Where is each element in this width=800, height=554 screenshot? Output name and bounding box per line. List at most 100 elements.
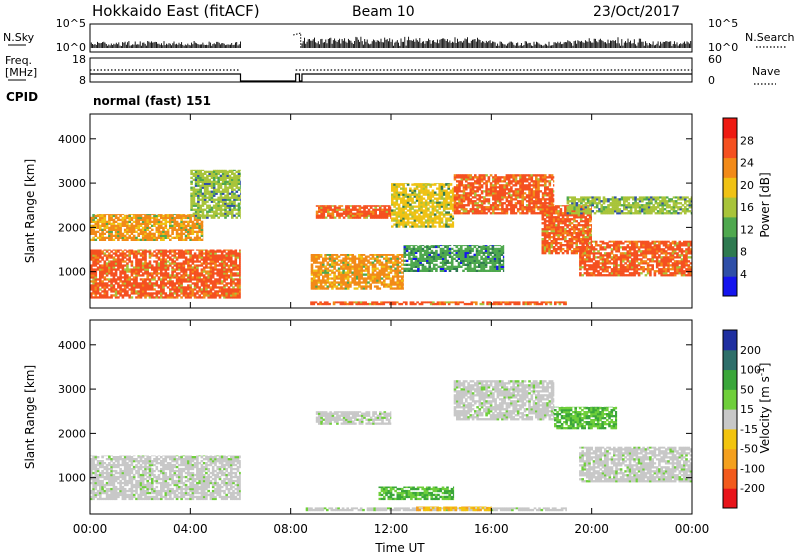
heatmap-cell	[203, 172, 207, 175]
heatmap-cell	[561, 214, 565, 217]
heatmap-cell	[420, 211, 423, 214]
heatmap-cell	[200, 262, 204, 265]
heatmap-cell	[337, 269, 341, 272]
heatmap-cell	[579, 258, 582, 261]
heatmap-cell	[200, 254, 204, 257]
heatmap-cell	[141, 292, 145, 295]
heatmap-cell	[94, 216, 98, 220]
heatmap-cell	[393, 183, 396, 186]
heatmap-cell	[541, 212, 545, 215]
heatmap-cell	[393, 185, 396, 188]
heatmap-cell	[151, 288, 154, 291]
heatmap-cell	[151, 220, 154, 223]
heatmap-cell	[355, 271, 359, 274]
heatmap-cell	[353, 263, 357, 266]
heatmap-cell	[230, 250, 233, 253]
heatmap-cell	[171, 260, 174, 263]
heatmap-cell	[371, 261, 375, 264]
heatmap-cell	[317, 285, 321, 288]
heatmap-cell	[379, 205, 382, 207]
heatmap-cell	[411, 205, 414, 208]
heatmap-cell	[144, 272, 147, 275]
heatmap-cell	[345, 214, 348, 217]
heatmap-cell	[387, 277, 391, 280]
heatmap-cell	[200, 226, 204, 229]
heatmap-cell	[110, 234, 113, 237]
heatmap-cell	[543, 224, 547, 227]
heatmap-cell	[523, 176, 527, 179]
heatmap-cell	[385, 255, 388, 258]
heatmap-cell	[543, 252, 547, 255]
heatmap-cell	[217, 204, 220, 207]
heatmap-cell	[101, 280, 104, 283]
heatmap-cell	[353, 267, 357, 270]
heatmap-cell	[226, 192, 230, 195]
heatmap-cell	[376, 273, 379, 276]
heatmap-cell	[485, 174, 488, 177]
heatmap-cell	[101, 290, 104, 293]
heatmap-cell	[402, 211, 405, 214]
heatmap-cell	[126, 266, 129, 269]
heatmap-cell	[121, 252, 125, 255]
heatmap-cell	[240, 169, 241, 171]
heatmap-cell	[162, 290, 165, 293]
heatmap-cell	[180, 270, 183, 273]
heatmap-cell	[171, 216, 174, 220]
heatmap-cell	[555, 252, 558, 255]
heatmap-cell	[101, 282, 104, 285]
heatmap-cell	[320, 208, 323, 211]
heatmap-cell	[333, 208, 337, 211]
heatmap-cell	[221, 198, 225, 201]
heatmap-cell	[420, 191, 423, 194]
heatmap-cell	[201, 216, 205, 219]
heatmap-cell	[94, 214, 98, 218]
heatmap-cell	[538, 302, 541, 306]
heatmap-cell	[393, 223, 396, 226]
heatmap-cell	[550, 210, 554, 213]
heatmap-cell	[548, 210, 551, 213]
heatmap-cell	[559, 210, 563, 213]
heatmap-cell	[591, 226, 592, 229]
heatmap-cell	[162, 230, 165, 233]
heatmap-cell	[453, 176, 457, 179]
heatmap-cell	[162, 284, 165, 287]
heatmap-cell	[516, 194, 520, 197]
heatmap-cell	[320, 212, 323, 215]
heatmap-cell	[393, 213, 396, 216]
heatmap-cell	[447, 225, 450, 228]
heatmap-cell	[126, 274, 129, 277]
heatmap-cell	[431, 201, 435, 204]
heatmap-cell	[126, 258, 129, 261]
heatmap-cell	[385, 263, 388, 266]
heatmap-cell	[212, 192, 216, 195]
heatmap-cell	[364, 273, 368, 276]
heatmap-cell	[141, 214, 145, 216]
heatmap-cell	[103, 276, 107, 279]
heatmap-cell	[409, 207, 412, 210]
heatmap-cell	[438, 225, 441, 228]
heatmap-cell	[515, 301, 519, 304]
heatmap-cell	[123, 224, 127, 227]
heatmap-cell	[207, 252, 210, 255]
heatmap-cell	[112, 224, 116, 227]
heatmap-cell	[218, 290, 222, 293]
heatmap-cell	[144, 262, 147, 265]
heatmap-cell	[206, 190, 209, 193]
heatmap-cell	[237, 188, 241, 191]
heatmap-cell	[548, 236, 551, 239]
heatmap-cell	[117, 284, 120, 287]
heatmap-cell	[180, 214, 183, 216]
heatmap-cell	[440, 221, 444, 224]
heatmap-cell	[315, 283, 318, 286]
heatmap-cell	[180, 236, 183, 239]
heatmap-cell	[507, 174, 511, 177]
heatmap-cell	[191, 270, 195, 273]
heatmap-cell	[203, 214, 207, 217]
heatmap-cell	[505, 174, 509, 177]
heatmap-cell	[224, 202, 227, 205]
heatmap-cell	[144, 216, 147, 220]
heatmap-cell	[173, 268, 177, 271]
heatmap-cell	[393, 197, 396, 200]
heatmap-cell	[187, 232, 190, 235]
heatmap-cell	[137, 252, 140, 255]
